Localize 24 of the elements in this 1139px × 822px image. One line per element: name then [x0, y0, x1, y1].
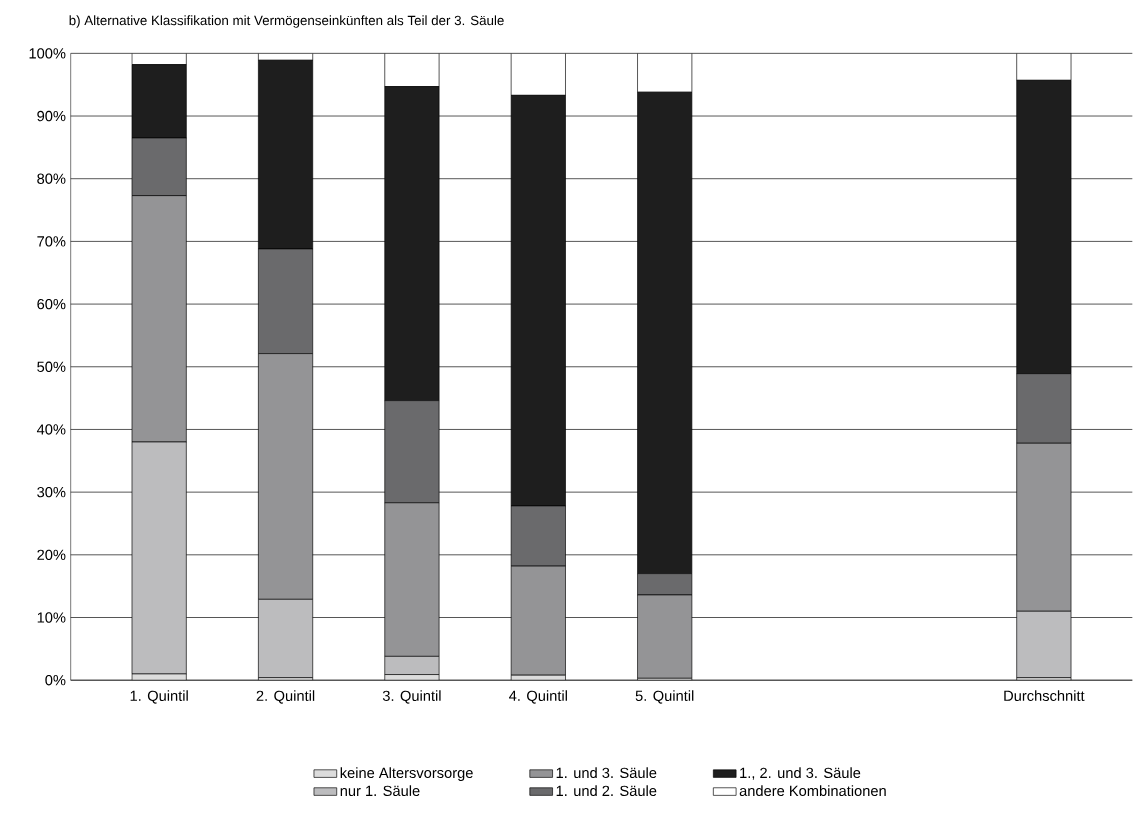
legend-label: nur 1. Säule — [340, 785, 420, 797]
chart-title: b) Alternative Klassifikation mit Vermögenseinkünften als Teil der 3. Säule — [69, 15, 504, 29]
y-tick-label: 50% — [37, 361, 66, 373]
legend-label: keine Altersvorsorge — [340, 767, 473, 782]
y-tick-label: 80% — [37, 173, 66, 185]
y-tick-label: 0% — [45, 675, 66, 686]
legend-label: 1. und 3. Säule — [556, 767, 657, 779]
y-tick-label: 90% — [37, 111, 66, 122]
y-tick-label: 100% — [29, 48, 66, 59]
y-tick-label: 20% — [37, 549, 66, 561]
x-tick-label: 3. Quintil — [382, 690, 441, 704]
legend-label: 1., 2. und 3. Säule — [740, 767, 861, 781]
x-tick-label: 2. Quintil — [256, 690, 315, 704]
legend-label: 1. und 2. Säule — [556, 785, 657, 797]
x-tick-label: 1. Quintil — [130, 690, 188, 704]
x-tick-label: 5. Quintil — [635, 690, 694, 704]
y-tick-label: 10% — [37, 612, 66, 623]
legend-label: andere Kombinationen — [739, 785, 886, 797]
y-tick-label: 40% — [36, 424, 66, 435]
x-tick-label: 4. Quintil — [509, 690, 567, 704]
y-tick-label: 70% — [37, 236, 66, 247]
y-tick-label: 30% — [37, 487, 66, 498]
y-tick-label: 60% — [37, 299, 66, 310]
x-tick-label: Durchschnitt — [1004, 690, 1085, 702]
